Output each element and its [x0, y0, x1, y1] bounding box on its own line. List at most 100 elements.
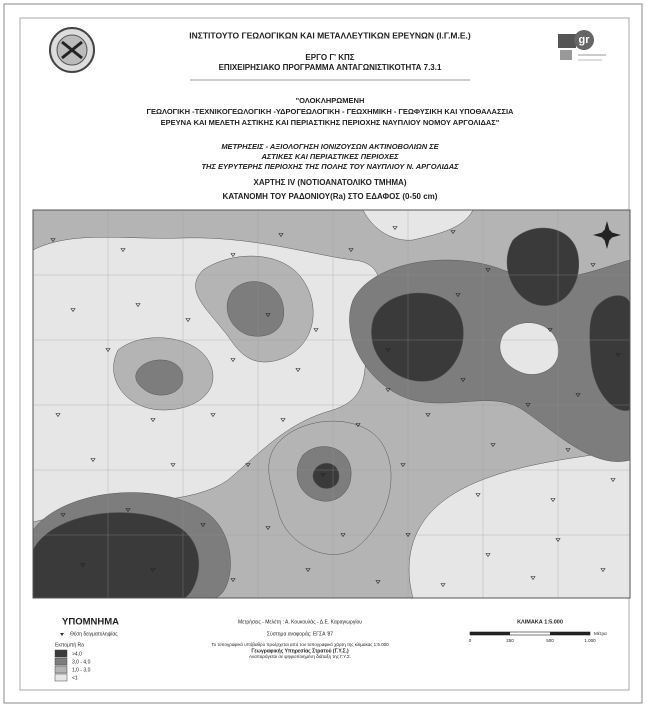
programme: ΕΠΙΧΕΙΡΗΣΙΑΚΟ ΠΡΟΓΡΑΜΜΑ ΑΝΤΑΓΩΝΙΣΤΙΚΟΤΗΤ…: [219, 63, 442, 72]
zone: [312, 463, 340, 489]
scale-tick-label: 250: [506, 638, 514, 643]
sample-point: [320, 473, 326, 478]
scale-tick-label: 1.000: [584, 638, 596, 643]
sample-point: [385, 388, 391, 393]
sample-point: [295, 368, 301, 373]
sample-point: [150, 418, 156, 423]
authors: Μετρήσεις - Μελέτη : Α. Κουκουλάς - Δ.Ε.…: [238, 618, 362, 625]
sample-point: [475, 493, 481, 498]
sample-point: [278, 233, 284, 238]
sample-point: [50, 238, 56, 243]
map-title: ΧΑΡΤΗΣ IV (ΝΟΤΙΟΑΝΑΤΟΛΙΚΟ ΤΜΗΜΑ): [254, 178, 407, 187]
reference: Σύστημα αναφοράς: ΕΓΣΑ '87: [267, 630, 333, 637]
sample-point: [610, 478, 616, 483]
legend-label: 3,0 - 4,0: [72, 659, 91, 665]
scale-unit: Μέτρα: [594, 630, 607, 636]
title-line: ΓΕΩΛΟΓΙΚΗ -ΤΕΧΝΙΚΟΓΕΩΛΟΓΙΚΗ -ΥΔΡΟΓΕΩΛΟΓΙ…: [147, 107, 515, 116]
title-line: ΕΡΕΥΝΑ ΚΑΙ ΜΕΛΕΤΗ ΑΣΤΙΚΗΣ ΚΑΙ ΠΕΡΙΑΣΤΙΚΗ…: [161, 118, 500, 127]
compass-rose: [593, 221, 621, 249]
map-border: [32, 209, 631, 599]
sample-point: [490, 443, 496, 448]
subtitle-line: ΤΗΣ ΕΥΡΥΤΕΡΗΣ ΠΕΡΙΟΧΗΣ ΤΗΣ ΠΟΛΗΣ ΤΟΥ ΝΑΥ…: [201, 162, 459, 171]
sample-point: [90, 458, 96, 463]
sample-point: [575, 393, 581, 398]
subtitle-line: ΑΣΤΙΚΕΣ ΚΑΙ ΠΕΡΙΑΣΤΙΚΕΣ ΠΕΡΙΟΧΕΣ: [260, 152, 399, 161]
sample-point: [455, 293, 461, 298]
zone: [135, 359, 184, 396]
legend-label: <1: [72, 675, 78, 681]
title-line: "ΟΛΟΚΛΗΡΩΜΕΝΗ: [296, 96, 365, 105]
legend-label: 1,0 - 3,0: [72, 667, 91, 673]
scale-tick-label: 0: [469, 638, 472, 643]
zone: [499, 322, 559, 375]
sample-point: [305, 568, 311, 573]
sample-point: [550, 498, 556, 503]
sample-point: [555, 538, 561, 543]
sample-point: [170, 463, 176, 468]
sample-point: [600, 568, 606, 573]
zone: [371, 292, 464, 382]
north-arrow: [593, 221, 621, 249]
sample-point: [150, 568, 156, 573]
institute: ΙΝΣΤΙΤΟΥΤΟ ΓΕΩΛΟΓΙΚΩΝ ΚΑΙ ΜΕΤΑΛΛΕΥΤΙΚΩΝ …: [189, 30, 471, 40]
sample-point: [405, 533, 411, 538]
sample-point: [590, 263, 596, 268]
sample-point: [230, 253, 236, 258]
sample-point: [340, 533, 346, 538]
project: ΕΡΓΟ Γ' ΚΠΣ: [305, 53, 354, 62]
sample-point: [460, 378, 466, 383]
sample-point: [280, 418, 286, 423]
sample-point: [265, 526, 271, 531]
zone: [226, 281, 285, 337]
scale-bar-segment: [470, 632, 510, 635]
sample-point: [348, 248, 354, 253]
note: Το τοπογραφικό υπόβαθρο προέρχεται από τ…: [211, 641, 389, 647]
sample-point: [245, 463, 251, 468]
sample-point: [375, 580, 381, 585]
map-subtitle: ΚΑΤΑΝΟΜΗ ΤΟΥ ΡΑΔΟΝΙΟΥ(Ra) ΣΤΟ ΕΔΑΦΟΣ (0-…: [223, 192, 438, 201]
sample-point: [485, 553, 491, 558]
sample-point: [210, 413, 216, 418]
legend-label: >4,0: [72, 651, 82, 657]
igme-logo-hammers: [61, 40, 83, 60]
sample-point: [525, 403, 531, 408]
sample-point: [230, 358, 236, 363]
sample-point: [450, 230, 456, 235]
legend-title: ΥΠΟΜΝΗΜΑ: [62, 617, 119, 628]
sample-point: [60, 513, 66, 518]
map: [32, 209, 631, 599]
gr-logo-circle: [574, 30, 594, 50]
sample-symbol: [60, 633, 64, 636]
scale-bar: 0 250 500 1.000 Μέτρα: [469, 630, 607, 643]
sample-point: [265, 313, 271, 318]
sample-point: [392, 226, 398, 231]
sample-point: [440, 583, 446, 588]
sample-point: [200, 523, 206, 528]
zone: [589, 295, 630, 411]
sample-point: [385, 348, 391, 353]
scale-bar-segment: [550, 632, 590, 635]
zone: [506, 227, 580, 306]
legend-classes: >4,0 3,0 - 4,0 1,0 - 3,0 <1: [54, 649, 91, 681]
sample-label: Θέση δειγματοληψίας: [70, 630, 118, 637]
gr-logo-block: [560, 50, 572, 60]
emission-label: Εκπομπή Ra: [55, 641, 84, 648]
sample-point: [80, 563, 86, 568]
legend-swatch: [54, 649, 68, 658]
gr-logo-text: gr: [579, 34, 591, 46]
sample-point: [485, 268, 491, 273]
subtitle-line: ΜΕΤΡΗΣΕΙΣ - ΑΞΙΟΛΟΓΗΣΗ ΙΟΝΙΖΟΥΣΩΝ ΑΚΤΙΝΟ…: [221, 142, 439, 151]
note: Αναπαράγεται σε ψηφιοποιημένη διάταξη τη…: [249, 653, 351, 659]
zone: [362, 210, 474, 241]
sample-point: [530, 576, 536, 581]
sample-point: [313, 328, 319, 333]
sample-point: [55, 413, 61, 418]
gr-logo-block: [558, 34, 576, 48]
scale-title: ΚΛΙΜΑΚΑ 1:5.000: [517, 619, 563, 625]
sample-point: [615, 353, 621, 358]
sample-point: [565, 448, 571, 453]
compass-ring: [601, 229, 613, 241]
scale-tick-label: 500: [546, 638, 554, 643]
